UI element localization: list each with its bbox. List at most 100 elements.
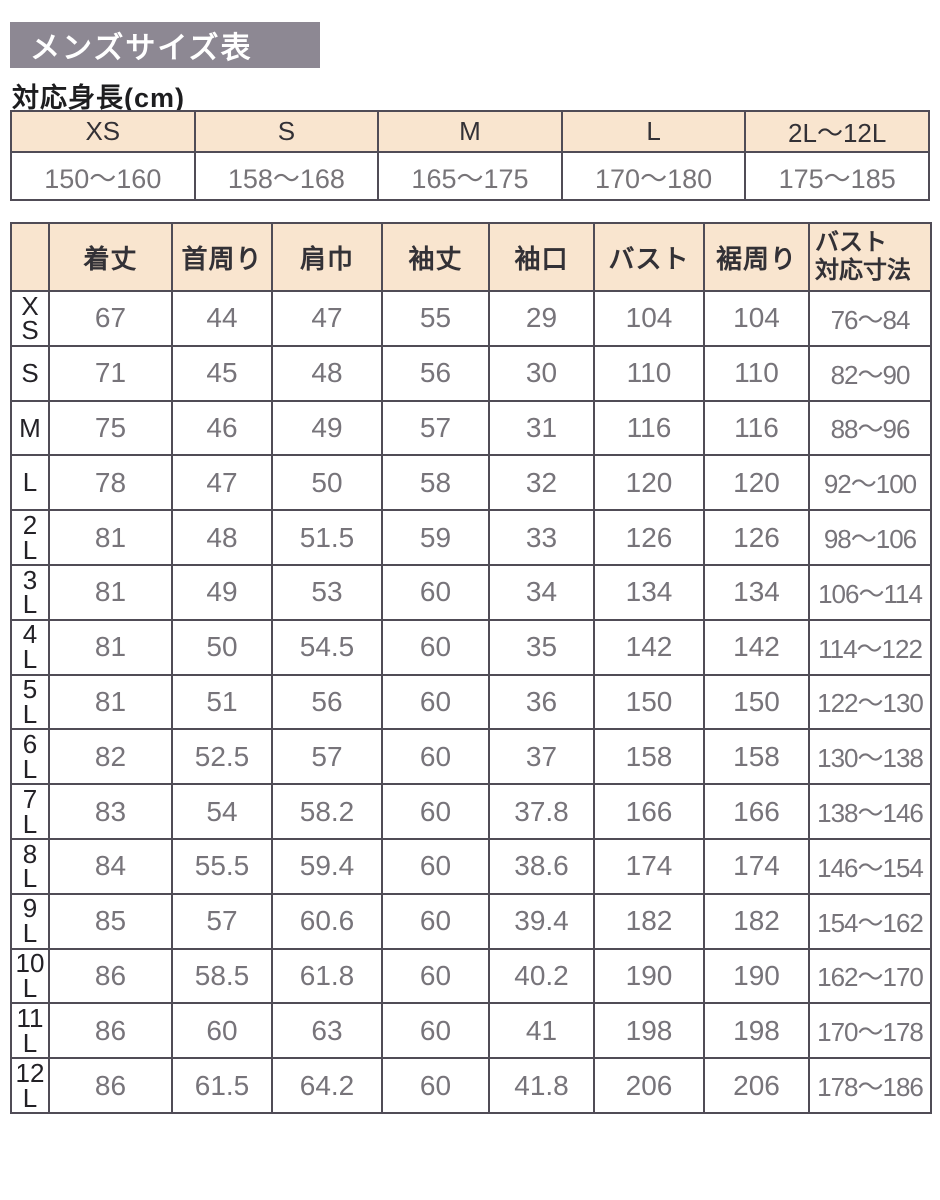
size-value-cell: 60 xyxy=(381,728,490,786)
size-value-cell: 150 xyxy=(703,673,810,731)
height-col-header: L xyxy=(560,110,747,153)
size-value-cell: 58 xyxy=(381,454,490,512)
size-col-header: 着丈 xyxy=(48,222,173,292)
size-value-cell: 38.6 xyxy=(488,837,595,895)
size-value-cell: 40.2 xyxy=(488,947,595,1005)
size-value-cell: 86 xyxy=(48,947,173,1005)
size-value-cell: 71 xyxy=(48,344,173,402)
size-value-cell: 48 xyxy=(271,344,383,402)
size-row-label: 4 L xyxy=(10,618,50,676)
size-row-label: 12 L xyxy=(10,1057,50,1114)
size-table-corner-cell xyxy=(10,222,50,292)
size-value-cell: 39.4 xyxy=(488,892,595,950)
height-col-header: 2L～12L xyxy=(744,110,930,153)
size-value-cell: 134 xyxy=(593,563,705,621)
size-table-row: X S 67 44 47 55 29 104 104 76～84 xyxy=(10,290,932,347)
height-col-header: M xyxy=(377,110,563,153)
size-value-cell: 57 xyxy=(271,728,383,786)
size-value-cell: 45 xyxy=(171,344,273,402)
size-table-row: 9 L 85 57 60.6 60 39.4 182 182 154～162 xyxy=(10,892,932,950)
size-value-cell: 60 xyxy=(381,1057,490,1114)
size-value-cell: 64.2 xyxy=(271,1057,383,1114)
size-value-cell: 59 xyxy=(381,509,490,566)
size-value-cell: 58.5 xyxy=(171,947,273,1005)
size-value-cell: 206 xyxy=(703,1057,810,1114)
size-value-cell: 48 xyxy=(171,509,273,566)
bust-range-cell: 170～178 xyxy=(808,1002,932,1060)
size-value-cell: 60 xyxy=(381,783,490,840)
page-title: メンズサイズ表 xyxy=(30,32,253,65)
size-table-row: L 78 47 50 58 32 120 120 92～100 xyxy=(10,454,932,512)
size-value-cell: 116 xyxy=(703,399,810,457)
bust-range-cell: 122～130 xyxy=(808,673,932,731)
size-value-cell: 51.5 xyxy=(271,509,383,566)
size-value-cell: 174 xyxy=(593,837,705,895)
size-value-cell: 60 xyxy=(381,618,490,676)
size-value-cell: 50 xyxy=(271,454,383,512)
size-table-row: M 75 46 49 57 31 116 116 88～96 xyxy=(10,399,932,457)
size-value-cell: 57 xyxy=(381,399,490,457)
size-value-cell: 67 xyxy=(48,290,173,347)
size-value-cell: 120 xyxy=(703,454,810,512)
size-col-header: 裾周り xyxy=(703,222,810,292)
size-value-cell: 56 xyxy=(271,673,383,731)
size-value-cell: 46 xyxy=(171,399,273,457)
size-value-cell: 104 xyxy=(703,290,810,347)
size-value-cell: 150 xyxy=(593,673,705,731)
size-value-cell: 78 xyxy=(48,454,173,512)
height-col-header: XS xyxy=(10,110,196,153)
size-value-cell: 63 xyxy=(271,1002,383,1060)
height-range-cell: 170～180 xyxy=(560,151,747,201)
size-value-cell: 57 xyxy=(171,892,273,950)
size-value-cell: 49 xyxy=(271,399,383,457)
size-col-header: 袖丈 xyxy=(381,222,490,292)
size-value-cell: 37 xyxy=(488,728,595,786)
size-row-label: 9 L xyxy=(10,892,50,950)
size-value-cell: 50 xyxy=(171,618,273,676)
size-value-cell: 126 xyxy=(593,509,705,566)
mens-size-table: 着丈 首周り 肩巾 袖丈 袖口 バスト 裾周り バスト 対応寸法 X S 67 44 47 55 29 1… xyxy=(10,222,932,1114)
size-value-cell: 34 xyxy=(488,563,595,621)
page-title-banner: メンズサイズ表 xyxy=(10,22,320,68)
size-value-cell: 44 xyxy=(171,290,273,347)
size-value-cell: 60 xyxy=(381,563,490,621)
size-value-cell: 158 xyxy=(703,728,810,786)
size-value-cell: 60 xyxy=(171,1002,273,1060)
size-col-header: 袖口 xyxy=(488,222,595,292)
size-value-cell: 31 xyxy=(488,399,595,457)
size-row-label: 7 L xyxy=(10,783,50,840)
size-row-label: S xyxy=(10,344,50,402)
bust-range-cell: 106～114 xyxy=(808,563,932,621)
height-range-cell: 175～185 xyxy=(744,151,930,201)
size-value-cell: 86 xyxy=(48,1057,173,1114)
size-value-cell: 47 xyxy=(171,454,273,512)
size-value-cell: 82 xyxy=(48,728,173,786)
size-value-cell: 41 xyxy=(488,1002,595,1060)
size-value-cell: 55.5 xyxy=(171,837,273,895)
size-value-cell: 120 xyxy=(593,454,705,512)
size-value-cell: 174 xyxy=(703,837,810,895)
size-value-cell: 54 xyxy=(171,783,273,840)
bust-range-cell: 178～186 xyxy=(808,1057,932,1114)
size-value-cell: 206 xyxy=(593,1057,705,1114)
size-value-cell: 58.2 xyxy=(271,783,383,840)
size-value-cell: 81 xyxy=(48,563,173,621)
size-value-cell: 81 xyxy=(48,618,173,676)
bust-range-cell: 138～146 xyxy=(808,783,932,840)
size-value-cell: 116 xyxy=(593,399,705,457)
size-value-cell: 53 xyxy=(271,563,383,621)
size-row-label: L xyxy=(10,454,50,512)
size-value-cell: 36 xyxy=(488,673,595,731)
size-value-cell: 35 xyxy=(488,618,595,676)
size-value-cell: 182 xyxy=(593,892,705,950)
size-value-cell: 81 xyxy=(48,673,173,731)
height-table-value-row: 150～160 158～168 165～175 170～180 175～185 xyxy=(10,151,930,201)
bust-range-cell: 162～170 xyxy=(808,947,932,1005)
size-value-cell: 37.8 xyxy=(488,783,595,840)
size-table-row: 6 L 82 52.5 57 60 37 158 158 130～138 xyxy=(10,728,932,786)
size-row-label: 3 L xyxy=(10,563,50,621)
size-value-cell: 110 xyxy=(593,344,705,402)
size-row-label: 6 L xyxy=(10,728,50,786)
size-value-cell: 104 xyxy=(593,290,705,347)
size-value-cell: 60 xyxy=(381,947,490,1005)
